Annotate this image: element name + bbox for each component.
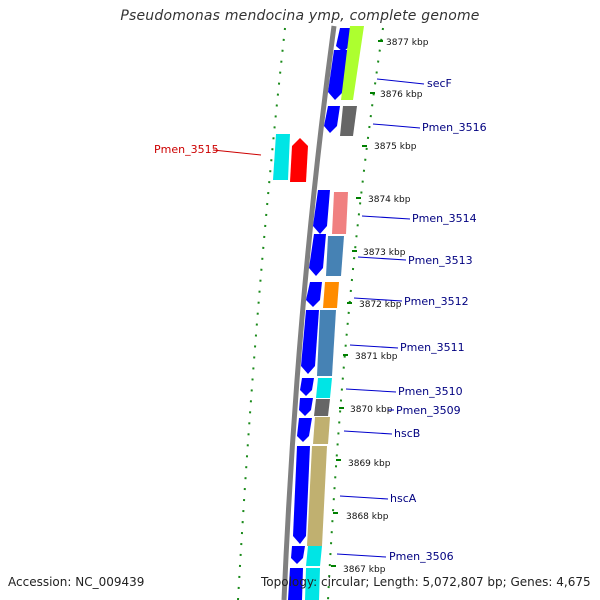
kbp-label: 3872 kbp <box>359 300 402 310</box>
gene-block-khaki[interactable] <box>307 446 327 546</box>
gene-block-cyan[interactable] <box>305 568 320 600</box>
kbp-label: 3869 kbp <box>348 459 391 469</box>
gene-arrow-highlighted[interactable] <box>290 138 308 182</box>
kbp-label: 3874 kbp <box>368 195 411 205</box>
genome-title: Pseudomonas mendocina ymp, complete geno… <box>120 8 480 24</box>
gene-block-pink[interactable] <box>332 192 348 234</box>
gene-block-steelblue[interactable] <box>326 236 344 276</box>
kbp-label: 3876 kbp <box>380 90 423 100</box>
category-blocks <box>305 26 364 600</box>
kbp-label: 3877 kbp <box>386 38 429 48</box>
gene-labels: secF Pmen_3516 Pmen_3514 Pmen_3513 Pmen_… <box>336 77 487 563</box>
gene-arrow[interactable] <box>299 398 313 416</box>
gene-label[interactable]: Pmen_3516 <box>422 121 487 134</box>
gene-arrow[interactable] <box>297 418 312 442</box>
gene-arrow[interactable] <box>291 546 305 564</box>
inner-dotted-track <box>327 27 384 600</box>
gene-arrow[interactable] <box>306 282 322 307</box>
gene-arrow[interactable] <box>300 378 314 396</box>
gene-arrow[interactable] <box>313 190 330 234</box>
gene-block-cyan[interactable] <box>306 546 322 566</box>
gene-label[interactable]: hscB <box>394 427 420 440</box>
gene-arrow[interactable] <box>309 234 326 276</box>
gene-label[interactable]: Pmen_3506 <box>389 550 454 563</box>
gene-arrow[interactable] <box>324 106 340 133</box>
kbp-label: 3868 kbp <box>346 512 389 522</box>
gene-block-gray[interactable] <box>314 399 330 416</box>
kbp-label: 3873 kbp <box>363 248 406 258</box>
gene-label[interactable]: Pmen_3513 <box>408 254 473 267</box>
outer-dotted-track <box>237 27 286 600</box>
accession-text: Accession: NC_009439 <box>8 575 145 589</box>
highlight-leader-line <box>212 149 262 156</box>
kbp-label: 3871 kbp <box>355 352 398 362</box>
gene-block-orange[interactable] <box>323 282 339 308</box>
highlighted-gene-group: Pmen_3515 <box>154 134 308 182</box>
gene-label[interactable]: Pmen_3509 <box>396 404 461 417</box>
gene-label[interactable]: Pmen_3512 <box>404 295 469 308</box>
highlight-label[interactable]: Pmen_3515 <box>154 143 219 156</box>
gene-arrow[interactable] <box>293 446 310 544</box>
gene-label[interactable]: secF <box>427 77 452 90</box>
forward-strand-genes <box>288 28 352 600</box>
kbp-label: 3875 kbp <box>374 142 417 152</box>
kbp-label: 3870 kbp <box>350 405 393 415</box>
gene-label[interactable]: Pmen_3511 <box>400 341 465 354</box>
gene-label[interactable]: hscA <box>390 492 417 505</box>
gene-block-cyan[interactable] <box>273 134 290 180</box>
gene-block-khaki[interactable] <box>313 417 330 444</box>
topology-text: Topology: circular; Length: 5,072,807 bp… <box>261 575 591 589</box>
gene-block-lime[interactable] <box>341 26 364 100</box>
kbp-label: 3867 kbp <box>343 565 386 575</box>
kbp-scale: 3877 kbp 3876 kbp 3875 kbp 3874 kbp 3873… <box>331 38 429 575</box>
gene-label[interactable]: Pmen_3510 <box>398 385 463 398</box>
gene-label[interactable]: Pmen_3514 <box>412 212 477 225</box>
genome-backbone <box>281 25 337 600</box>
gene-arrow[interactable] <box>301 310 319 374</box>
gene-block-gray[interactable] <box>340 106 357 136</box>
gene-arrow[interactable] <box>288 568 303 600</box>
gene-block-cyan[interactable] <box>316 378 332 398</box>
gene-block-steelblue[interactable] <box>317 310 336 376</box>
